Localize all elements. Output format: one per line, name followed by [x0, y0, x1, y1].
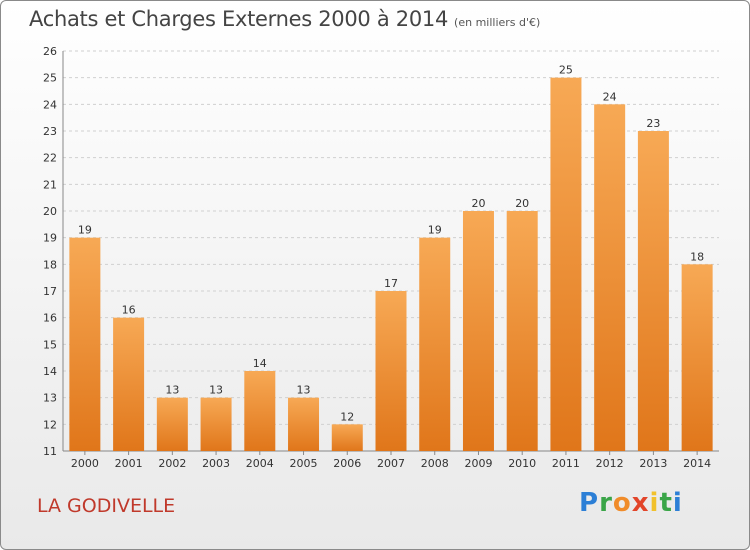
x-tick-label: 2002	[158, 457, 186, 470]
x-tick-label: 2001	[115, 457, 143, 470]
x-tick-label: 2014	[683, 457, 711, 470]
proxiti-logo[interactable]: Proxiti	[579, 488, 683, 518]
axes: 11 12 13 14 15 16 17 18 19 20 21 22 23 24 25 26 2000 2001…	[43, 45, 719, 470]
bar	[244, 371, 276, 451]
y-tick-label: 22	[43, 152, 57, 165]
value-label: 23	[646, 117, 660, 130]
logo-letter: o	[612, 488, 632, 518]
x-tick-label: 2013	[639, 457, 667, 470]
value-labels: 19 16 13 13 14 13 12 17 19 20 20 25 24 23 18	[78, 64, 704, 424]
value-label: 20	[471, 197, 485, 210]
y-tick-label: 20	[43, 205, 57, 218]
value-label: 20	[515, 197, 529, 210]
y-tick-label: 12	[43, 418, 57, 431]
x-tick-label: 2012	[596, 457, 624, 470]
bar	[375, 291, 407, 451]
bar	[69, 237, 101, 451]
y-tick-label: 14	[43, 365, 57, 378]
y-tick-label: 19	[43, 232, 57, 245]
y-tick-label: 25	[43, 72, 57, 85]
value-label: 13	[165, 384, 179, 397]
x-tick-label: 2005	[290, 457, 318, 470]
value-label: 13	[209, 384, 223, 397]
x-tick-label: 2009	[464, 457, 492, 470]
bar	[594, 104, 626, 451]
value-label: 24	[603, 90, 617, 103]
value-label: 19	[428, 224, 442, 237]
y-tick-label: 17	[43, 285, 57, 298]
bar	[681, 264, 713, 451]
value-label: 14	[253, 357, 267, 370]
logo-letter: x	[631, 488, 650, 518]
y-tick-label: 11	[43, 445, 57, 458]
y-tick-label: 16	[43, 312, 57, 325]
bar	[506, 211, 538, 451]
y-tick-label: 15	[43, 338, 57, 351]
x-tick-label: 2007	[377, 457, 405, 470]
bars	[69, 77, 713, 452]
x-tick-label: 2004	[246, 457, 274, 470]
y-tick-label: 24	[43, 98, 57, 111]
value-label: 18	[690, 250, 704, 263]
y-tick-label: 26	[43, 45, 57, 58]
y-tick-label: 18	[43, 258, 57, 271]
logo-letter: i	[649, 488, 660, 518]
y-tick-label: 23	[43, 125, 57, 138]
y-tick-label: 13	[43, 392, 57, 405]
value-label: 13	[297, 384, 311, 397]
chart-title-text: Achats et Charges Externes 2000 à 2014	[29, 7, 449, 31]
bar	[462, 211, 494, 451]
value-label: 25	[559, 64, 573, 77]
bar	[331, 424, 363, 451]
logo-letter: r	[599, 488, 613, 518]
value-label: 16	[122, 304, 136, 317]
x-tick-label: 2006	[333, 457, 361, 470]
bar	[419, 237, 451, 451]
value-label: 17	[384, 277, 398, 290]
bar	[288, 397, 320, 451]
value-label: 12	[340, 410, 354, 423]
logo-letter: i	[672, 488, 683, 518]
value-label: 19	[78, 224, 92, 237]
x-tick-label: 2008	[421, 457, 449, 470]
x-tick-label: 2003	[202, 457, 230, 470]
bar	[637, 131, 669, 451]
bar	[550, 77, 582, 452]
bar	[156, 397, 188, 451]
x-tick-label: 2010	[508, 457, 536, 470]
bar	[200, 397, 232, 451]
y-tick-label: 21	[43, 178, 57, 191]
logo-letter: P	[579, 488, 600, 518]
commune-name: LA GODIVELLE	[37, 495, 176, 517]
chart-unit: (en milliers d'€)	[454, 16, 541, 29]
chart-title: Achats et Charges Externes 2000 à 2014 (e…	[29, 7, 540, 31]
x-tick-label: 2000	[71, 457, 99, 470]
x-tick-label: 2011	[552, 457, 580, 470]
logo-letter: t	[659, 488, 673, 518]
bar	[113, 317, 145, 451]
